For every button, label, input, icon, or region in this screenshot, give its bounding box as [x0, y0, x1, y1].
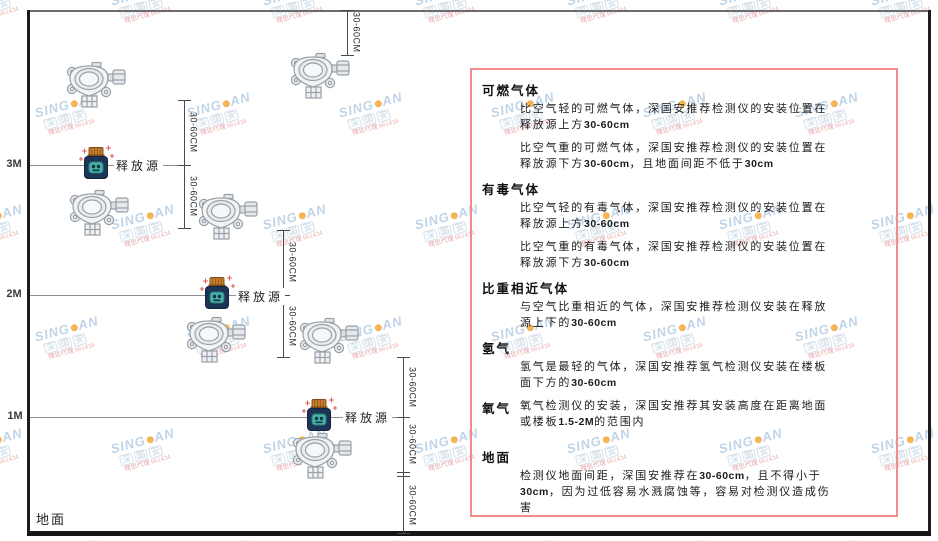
- dimension-label: 30-60CM: [287, 305, 298, 347]
- section-paragraph: 比空气轻的有毒气体，深国安推荐检测仪的安装位置在释放源上方30-60cm: [520, 202, 828, 230]
- section-3: 比重相近气体与空气比重相近的气体，深国安推荐检测仪安装在释放源上下的30-60c…: [482, 278, 886, 331]
- section-5: 氧气 氧气检测仪的安装，深国安推荐其安装高度在距离地面或楼板1.5-2M的范围内: [482, 398, 886, 437]
- dim-2m-label: 30-60CM: [286, 295, 299, 357]
- release-source-3m-label: 释放源: [114, 157, 164, 174]
- section-heading: 氧气: [482, 402, 512, 416]
- dim-2m-label: 30-60CM: [286, 230, 299, 295]
- dim-3m-label: 30-60CM: [187, 165, 200, 228]
- dim-ceiling-tick: [341, 55, 354, 56]
- dimension-label: 30-60CM: [188, 176, 199, 217]
- height-label-3m: 3M: [6, 158, 22, 170]
- dim-3m-tick: [178, 228, 191, 229]
- detector-below-source-1m: [292, 432, 354, 485]
- section-paragraph: 检测仪地面间距，深国安推荐在30-60cm，且不得小于30cm，因为过低容易水溅…: [520, 470, 831, 514]
- ground-line: [27, 531, 931, 536]
- section-paragraph: 与空气比重相近的气体，深国安推荐检测仪安装在释放源上下的30-60cm: [520, 301, 828, 329]
- section-heading: 地面: [482, 451, 512, 465]
- release-source-2m-icon: [198, 274, 236, 317]
- info-panel: 可燃气体比空气轻的可燃气体，深国安推荐检测仪的安装位置在释放源上方30-60cm…: [470, 68, 898, 517]
- dim-3m-tick: [178, 165, 191, 166]
- dim-1m-tick: [397, 533, 410, 534]
- section-heading: 氢气: [482, 342, 512, 356]
- dim-1m-tick: [397, 476, 410, 477]
- right-wall-line: [928, 10, 931, 536]
- ceiling-line: [27, 10, 931, 12]
- dim-3m-line: [184, 100, 185, 228]
- dim-1m-label: 30-60CM: [406, 357, 419, 417]
- info-panel-sections: 可燃气体比空气轻的可燃气体，深国安推荐检测仪的安装位置在释放源上方30-60cm…: [482, 80, 886, 515]
- dim-2m-tick: [277, 357, 290, 358]
- dim-ceiling-label: 30-60CM: [350, 10, 363, 55]
- dim-ceiling-line: [347, 10, 348, 55]
- dimension-label: 30-60CM: [407, 424, 418, 465]
- section-4: 氢气 氢气是最轻的气体，深国安推荐氢气检测仪安装在楼板面下方的30-60cm: [482, 338, 886, 391]
- release-source-3m-icon: [77, 144, 115, 187]
- section-paragraph: 比空气重的有毒气体，深国安推荐检测仪的安装位置在释放源下方30-60cm: [520, 241, 828, 269]
- release-source-2m-label: 释放源: [236, 288, 286, 305]
- section-paragraph: 氧气检测仪的安装，深国安推荐其安装高度在距离地面或楼板1.5-2M的范围内: [520, 400, 828, 428]
- dimension-label: 30-60CM: [287, 242, 298, 283]
- detector-above-source-1m: [299, 317, 361, 370]
- section-paragraph: 比空气轻的可燃气体，深国安推荐检测仪的安装位置在释放源上方30-60cm: [520, 103, 828, 131]
- height-line-2m: [30, 295, 283, 296]
- dim-ceiling-tick: [341, 10, 354, 11]
- detector-above-source-3m: [66, 61, 128, 114]
- detector-below-source-3m: [69, 189, 131, 242]
- dimension-label: 30-60CM: [407, 366, 418, 408]
- left-wall-line: [27, 10, 30, 536]
- section-2: 有毒气体比空气轻的有毒气体，深国安推荐检测仪的安装位置在释放源上方30-60cm…: [482, 179, 886, 271]
- height-label-2m: 2M: [6, 288, 22, 300]
- dim-1m-line: [403, 357, 404, 533]
- dim-1m-label: 30-60CM: [406, 477, 419, 533]
- detector-below-source-2m: [186, 316, 248, 369]
- height-label-1m: 1M: [7, 410, 23, 422]
- ground-label: 地面: [36, 512, 67, 527]
- section-heading: 有毒气体: [482, 183, 541, 197]
- section-heading: 比重相近气体: [482, 282, 570, 296]
- dim-3m-label: 30-60CM: [187, 100, 200, 165]
- section-1: 可燃气体比空气轻的可燃气体，深国安推荐检测仪的安装位置在释放源上方30-60cm…: [482, 80, 886, 172]
- dimension-label: 30-60CM: [407, 484, 418, 526]
- dim-1m-label: 30-60CM: [406, 417, 419, 472]
- dimension-label: 30-60CM: [188, 112, 199, 153]
- dim-1m-tick: [397, 472, 410, 473]
- dim-1m-tick: [397, 417, 410, 418]
- release-source-1m-label: 释放源: [343, 409, 393, 426]
- section-heading: 可燃气体: [482, 84, 541, 98]
- dim-2m-tick: [277, 230, 290, 231]
- dimension-label: 30-60CM: [351, 12, 362, 53]
- section-paragraph: 比空气重的可燃气体，深国安推荐检测仪的安装位置在释放源下方30-60cm，且地面…: [520, 142, 828, 170]
- dim-3m-tick: [178, 100, 191, 101]
- section-6: 地面 检测仪地面间距，深国安推荐在30-60cm，且不得小于30cm，因为过低容易…: [482, 447, 886, 515]
- release-source-1m-icon: [300, 396, 338, 439]
- height-line-1m: [30, 417, 403, 418]
- detector-below-ceiling: [290, 52, 352, 105]
- section-paragraph: 氢气是最轻的气体，深国安推荐氢气检测仪安装在楼板面下方的30-60cm: [520, 361, 828, 389]
- dim-1m-tick: [397, 357, 410, 358]
- detector-above-source-2m: [198, 193, 260, 246]
